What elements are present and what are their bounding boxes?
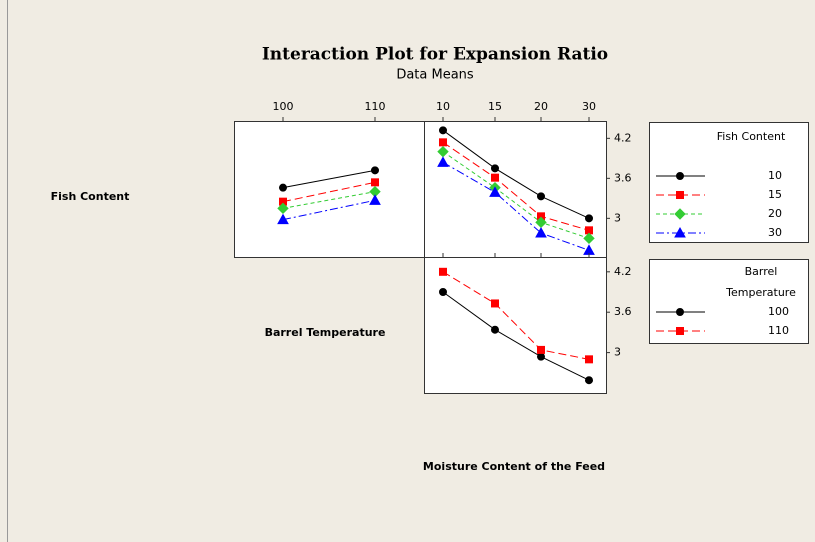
marker bbox=[537, 192, 545, 201]
panel-frame bbox=[234, 121, 425, 258]
factor-label: Barrel Temperature bbox=[265, 326, 386, 339]
x-tick-label: 30 bbox=[582, 100, 596, 113]
series-line bbox=[442, 151, 590, 239]
legend-title: Fish Content bbox=[716, 130, 786, 143]
marker bbox=[371, 178, 379, 187]
y-tick-label: 3.6 bbox=[614, 171, 632, 184]
series-line bbox=[282, 191, 376, 209]
y-tick-label: 3 bbox=[614, 211, 621, 224]
marker bbox=[491, 173, 499, 182]
x-tick-label: 20 bbox=[534, 100, 548, 113]
chart-subtitle: Data Means bbox=[396, 68, 474, 83]
legend-label: 20 bbox=[768, 207, 782, 220]
marker bbox=[537, 352, 545, 361]
marker bbox=[277, 202, 289, 215]
marker bbox=[369, 194, 381, 205]
legend-label: 110 bbox=[768, 324, 789, 337]
marker bbox=[535, 226, 547, 238]
marker bbox=[676, 172, 684, 180]
marker bbox=[437, 156, 449, 167]
factor-label: Fish Content bbox=[51, 190, 130, 203]
marker bbox=[439, 126, 447, 135]
marker bbox=[491, 299, 499, 308]
series-line bbox=[282, 181, 376, 203]
panel-frame bbox=[424, 121, 607, 258]
marker bbox=[439, 267, 447, 276]
marker bbox=[676, 308, 684, 316]
marker bbox=[491, 325, 499, 334]
marker bbox=[439, 288, 447, 297]
marker bbox=[491, 164, 499, 173]
marker bbox=[489, 186, 501, 197]
marker bbox=[537, 345, 545, 354]
series-line bbox=[442, 141, 590, 231]
legend-label: 10 bbox=[768, 169, 782, 182]
marker bbox=[585, 214, 593, 223]
series-line bbox=[442, 129, 590, 219]
marker bbox=[674, 208, 686, 220]
marker bbox=[439, 138, 447, 147]
marker bbox=[674, 226, 686, 238]
legend-title: Barrel Temperature bbox=[726, 265, 796, 299]
series-line bbox=[282, 169, 376, 189]
marker bbox=[583, 232, 595, 245]
marker bbox=[676, 327, 684, 335]
x-tick-label: 110 bbox=[365, 100, 386, 113]
legend-label: 15 bbox=[768, 188, 782, 201]
legend-box bbox=[649, 122, 809, 243]
legend-label: 100 bbox=[768, 305, 789, 318]
series-line bbox=[442, 291, 590, 381]
y-tick-label: 3 bbox=[614, 346, 621, 359]
marker bbox=[585, 376, 593, 385]
marker bbox=[371, 166, 379, 175]
marker bbox=[279, 183, 287, 192]
x-tick-label: 15 bbox=[488, 100, 502, 113]
x-tick-label: 100 bbox=[273, 100, 294, 113]
legend-label: 30 bbox=[768, 226, 782, 239]
chart-title: Interaction Plot for Expansion Ratio bbox=[262, 45, 608, 65]
y-tick-label: 3.6 bbox=[614, 305, 632, 318]
y-tick-label: 4.2 bbox=[614, 265, 632, 278]
series-line bbox=[442, 161, 590, 251]
marker bbox=[277, 213, 289, 225]
series-line bbox=[442, 271, 590, 360]
panel-frame bbox=[424, 257, 607, 394]
y-tick-label: 4.2 bbox=[614, 131, 632, 144]
marker bbox=[585, 355, 593, 364]
factor-label: Moisture Content of the Feed bbox=[423, 460, 605, 473]
marker bbox=[676, 191, 684, 199]
x-tick-label: 10 bbox=[436, 100, 450, 113]
